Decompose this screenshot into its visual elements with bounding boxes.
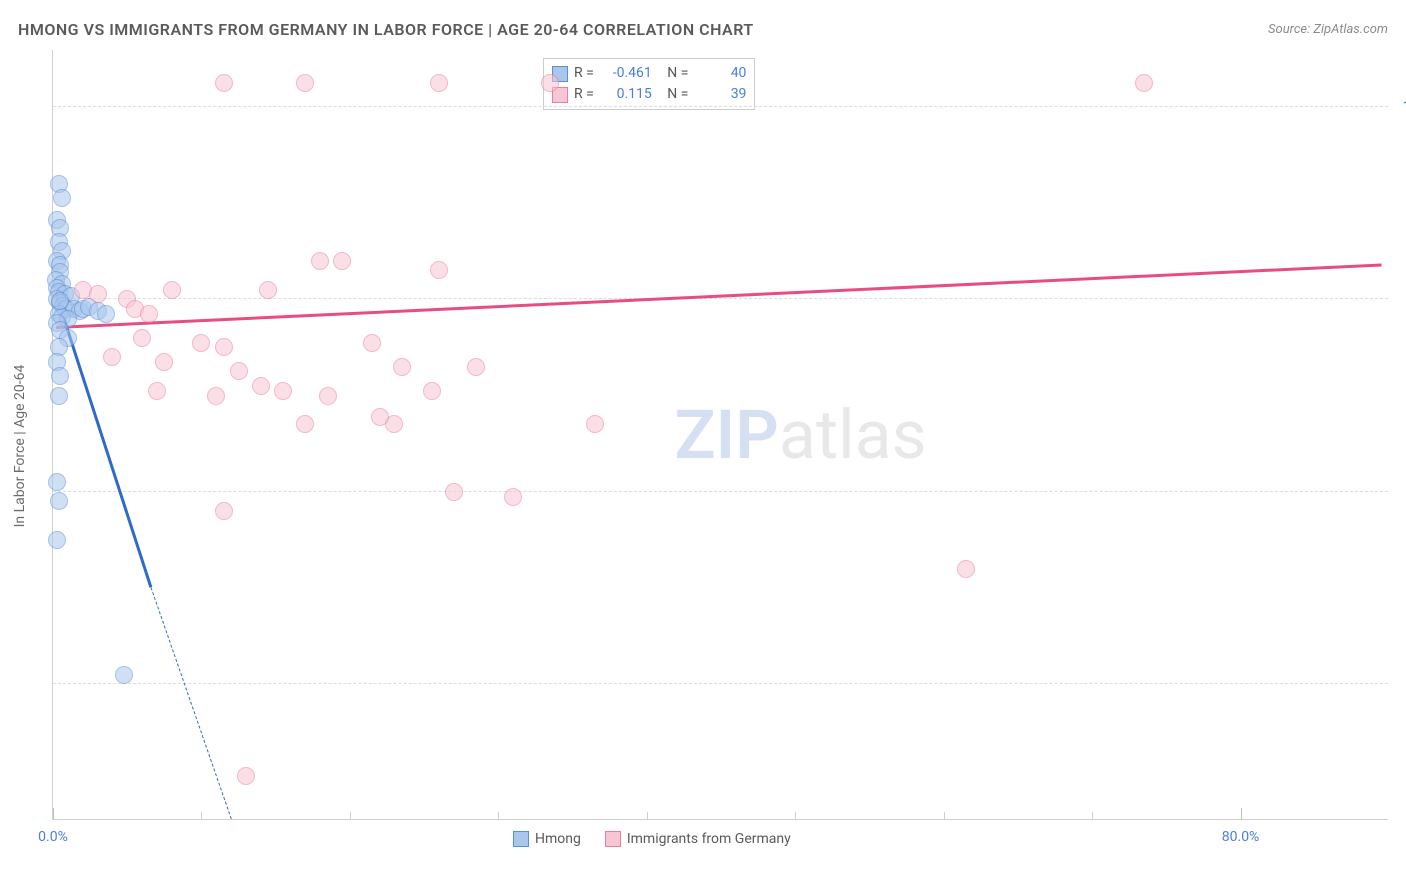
data-point [333,252,351,270]
chart-title: HMONG VS IMMIGRANTS FROM GERMANY IN LABO… [18,20,754,39]
x-tick-minor [1092,812,1093,820]
data-point [230,362,248,380]
data-point [445,483,463,501]
grid-line [53,683,1388,684]
legend-label-2: Immigrants from Germany [627,831,791,847]
data-point [155,353,173,371]
data-point [319,387,337,405]
data-point [48,531,66,549]
x-tick-minor [795,812,796,820]
data-point [89,285,107,303]
data-point [1135,74,1153,92]
data-point [274,382,292,400]
legend-swatch-2 [605,831,621,847]
data-point [163,281,181,299]
data-point [259,281,277,299]
stat-r-value-1: -0.461 [600,63,652,84]
data-point [207,387,225,405]
stat-r-label: R = [574,84,594,105]
data-point [215,502,233,520]
stat-r-label: R = [574,63,594,84]
data-point [430,261,448,279]
y-tick-label: 100.0% [1393,99,1406,115]
data-point [103,348,121,366]
x-tick-major [53,808,54,820]
data-point [296,74,314,92]
data-point [51,367,69,385]
data-point [393,358,411,376]
x-tick-label: 80.0% [1222,829,1260,845]
legend-item-2: Immigrants from Germany [605,831,791,847]
x-tick-minor [647,812,648,820]
data-point [504,488,522,506]
data-point [48,473,66,491]
y-tick-label: 80.0% [1393,291,1406,307]
legend-label-1: Hmong [535,831,581,847]
data-point [423,382,441,400]
stat-n-label: N = [667,63,688,84]
stat-n-value-1: 40 [694,63,746,84]
data-point [296,415,314,433]
watermark-bold: ZIP [675,395,779,475]
data-point [115,666,133,684]
data-point [541,74,559,92]
data-point [363,334,381,352]
watermark: ZIPatlas [675,395,927,475]
data-point [192,334,210,352]
legend-item-1: Hmong [513,831,581,847]
source-attribution: Source: ZipAtlas.com [1268,22,1388,37]
data-point [467,358,485,376]
y-axis-label: In Labor Force | Age 20-64 [12,346,28,546]
data-point [148,382,166,400]
data-point [51,292,69,310]
stat-n-value-2: 39 [694,84,746,105]
stats-row-series2: R = 0.115 N = 39 [552,84,746,105]
data-point [97,305,115,323]
data-point [371,408,389,426]
grid-line [53,298,1388,299]
data-point [140,305,158,323]
data-point [252,377,270,395]
stat-r-value-2: 0.115 [600,84,652,105]
watermark-rest: atlas [779,395,927,475]
data-point [53,189,71,207]
data-point [311,252,329,270]
data-point [133,329,151,347]
data-point [215,74,233,92]
legend: Hmong Immigrants from Germany [513,831,791,847]
data-point [50,387,68,405]
grid-line [53,491,1388,492]
data-point [215,338,233,356]
correlation-stats-box: R = -0.461 N = 40 R = 0.115 N = 39 [543,58,755,110]
x-tick-minor [201,812,202,820]
x-tick-minor [944,812,945,820]
x-tick-minor [498,812,499,820]
data-point [50,492,68,510]
x-tick-label: 0.0% [38,829,68,845]
data-point [430,74,448,92]
legend-swatch-1 [513,831,529,847]
stat-n-label: N = [667,84,688,105]
stats-row-series1: R = -0.461 N = 40 [552,63,746,84]
data-point [957,560,975,578]
y-tick-label: 40.0% [1393,676,1406,692]
grid-line [53,106,1388,107]
y-tick-label: 60.0% [1393,484,1406,500]
data-point [237,767,255,785]
data-point [586,415,604,433]
x-tick-major [1241,808,1242,820]
trend-line [56,263,1382,328]
x-tick-minor [350,812,351,820]
trend-line-dashed [150,587,231,818]
scatter-plot-area: ZIPatlas R = -0.461 N = 40 R = 0.115 N =… [52,50,1388,820]
